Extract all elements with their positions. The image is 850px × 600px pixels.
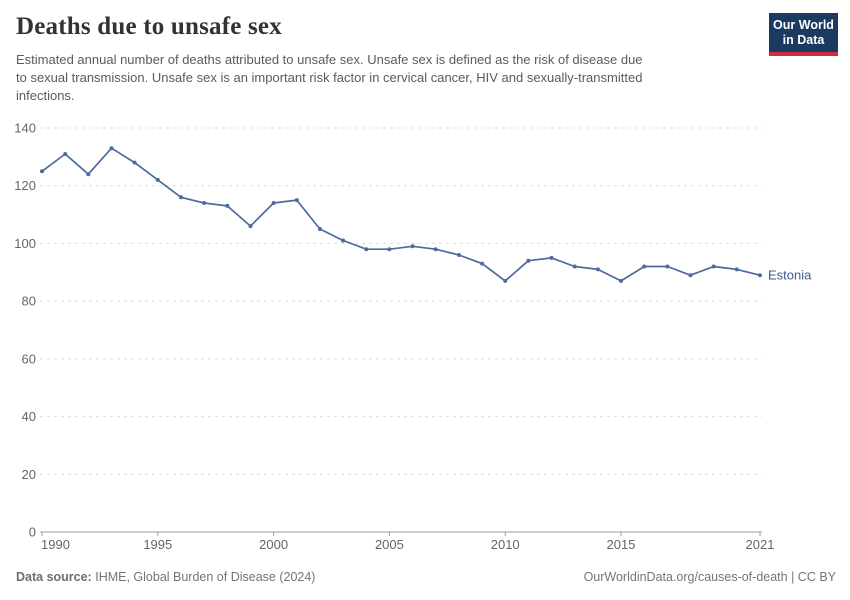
data-point	[758, 273, 762, 278]
data-point	[202, 201, 207, 205]
data-point	[734, 267, 739, 272]
page-title: Deaths due to unsafe sex	[16, 13, 282, 40]
owid-logo[interactable]: Our World in Data	[769, 13, 838, 56]
data-point	[109, 146, 114, 151]
data-point	[688, 273, 693, 278]
owid-logo-text: Our World	[773, 17, 834, 32]
data-point	[341, 238, 346, 243]
x-axis-tick-label: 2010	[491, 537, 520, 552]
subtitle-line: infections.	[16, 88, 75, 103]
data-point	[40, 169, 44, 174]
data-point	[526, 258, 531, 263]
data-source-label: Data source:	[16, 570, 92, 584]
y-axis-tick-label: 140	[14, 121, 36, 136]
data-point	[248, 224, 253, 229]
chart-area: 0 20 40 60 80 100 120 140 1990 1995 2000 2005 2010 20…	[0, 115, 850, 563]
data-point	[179, 195, 183, 200]
chart-canvas: 0 20 40 60 80 100 120 140 1990 1995 2000 2005 2010 20…	[14, 121, 812, 553]
data-source: Data source: IHME, Global Burden of Dise…	[16, 569, 315, 585]
chart-subtitle: Estimated annual number of deaths attrib…	[16, 51, 754, 105]
data-point	[619, 278, 623, 283]
data-point	[642, 264, 647, 269]
y-axis-tick-label: 120	[14, 178, 36, 193]
data-point	[503, 278, 508, 283]
data-point	[595, 267, 600, 272]
y-axis-tick-label: 60	[22, 351, 36, 366]
y-axis-tick-label: 20	[22, 467, 36, 482]
x-axis-tick-label: 2005	[375, 537, 404, 552]
owid-logo-text: in Data	[782, 32, 825, 47]
y-axis-tick-label: 100	[14, 236, 36, 251]
data-point	[364, 247, 369, 252]
data-point	[433, 247, 438, 252]
entity-label[interactable]: Estonia	[768, 268, 812, 283]
data-point	[665, 264, 670, 269]
data-point	[271, 201, 276, 205]
data-point	[387, 247, 392, 252]
data-point	[711, 264, 716, 269]
data-point	[317, 227, 322, 231]
data-point	[456, 253, 461, 257]
x-axis-tick-label: 2015	[607, 537, 636, 552]
x-axis-tick-label: 2021	[746, 537, 775, 552]
data-point	[480, 261, 485, 266]
x-axis-tick-label: 1995	[143, 537, 172, 552]
chart-footer: Data source: IHME, Global Burden of Dise…	[16, 569, 836, 585]
data-point	[225, 203, 230, 208]
subtitle-line: Estimated annual number of deaths attrib…	[16, 52, 643, 67]
data-point	[549, 255, 554, 260]
data-point	[410, 244, 415, 249]
data-point	[132, 160, 137, 165]
chart-header: Deaths due to unsafe sex Estimated annua…	[16, 12, 754, 105]
footer-license-link[interactable]: OurWorldinData.org/causes-of-death | CC …	[583, 570, 836, 584]
data-point	[572, 264, 577, 269]
data-point	[155, 177, 160, 182]
y-axis-tick-label: 40	[22, 409, 36, 424]
x-axis-tick-label: 2000	[259, 537, 288, 552]
y-axis-tick-label: 80	[22, 294, 36, 309]
data-point	[63, 152, 68, 156]
data-point	[86, 172, 91, 177]
data-point	[294, 198, 299, 203]
subtitle-line: to sexual transmission. Unsafe sex is an…	[16, 70, 643, 85]
data-line	[41, 147, 761, 282]
x-axis-tick-label: 1990	[41, 537, 70, 552]
data-source-text: IHME, Global Burden of Disease (2024)	[95, 570, 316, 584]
y-axis-tick-label: 0	[29, 525, 36, 540]
